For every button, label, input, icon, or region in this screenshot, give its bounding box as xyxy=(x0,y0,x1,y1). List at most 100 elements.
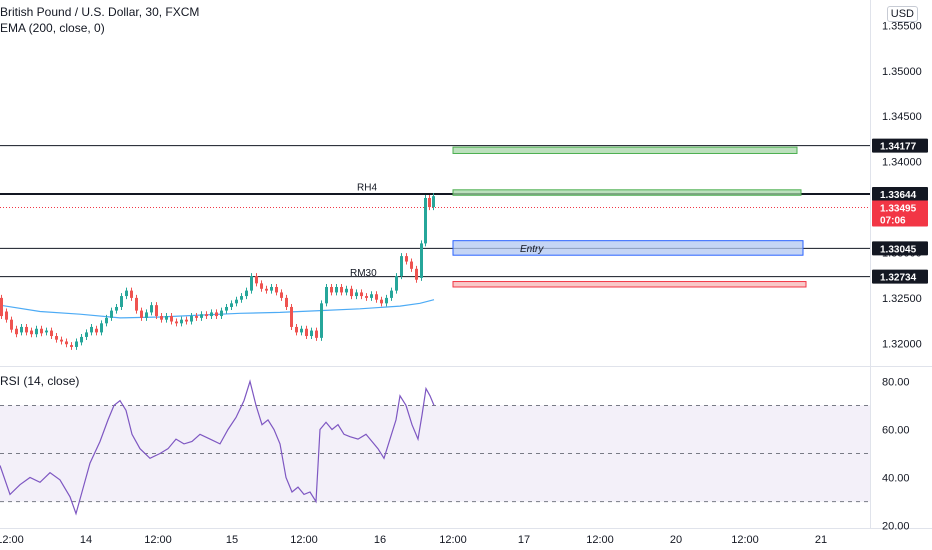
candle-body xyxy=(210,312,213,317)
candle-body xyxy=(5,311,8,320)
candle-body xyxy=(270,286,273,291)
candle-body xyxy=(190,316,193,322)
candle-body xyxy=(95,328,98,333)
candle-body xyxy=(240,296,243,300)
candle-body xyxy=(105,317,108,324)
candle-body xyxy=(135,297,138,311)
candle-body xyxy=(235,299,238,304)
candle-body xyxy=(385,297,388,304)
current-price-badge xyxy=(872,200,928,227)
candle-body xyxy=(275,286,278,293)
candle-body xyxy=(115,306,118,311)
rsi-y-tick-label: 40.00 xyxy=(882,473,910,485)
level-label-bg xyxy=(872,138,928,153)
candle-body xyxy=(160,316,163,320)
x-tick-label: 12:00 xyxy=(0,534,24,546)
candle-body xyxy=(25,326,28,333)
candle-body xyxy=(230,303,233,307)
candle-body xyxy=(400,256,403,277)
candle-body xyxy=(70,345,73,347)
candle-body xyxy=(10,319,13,330)
level-label-bg xyxy=(872,241,928,256)
candle-body xyxy=(355,292,358,297)
rsi-y-tick-label: 20.00 xyxy=(882,521,910,533)
stop-zone xyxy=(452,281,807,288)
entry-zone-label: Entry xyxy=(520,244,544,255)
level-label: 1.34177 xyxy=(880,142,917,153)
candle-body xyxy=(380,299,383,304)
candle-body xyxy=(360,292,363,297)
candle-body xyxy=(265,288,268,291)
candle-body xyxy=(410,261,413,269)
countdown-label: 07:06 xyxy=(880,216,906,227)
candle-body xyxy=(432,196,435,208)
y-tick-label: 1.32500 xyxy=(882,293,922,305)
rsi-line xyxy=(0,379,435,516)
currency-button[interactable]: USD xyxy=(886,6,918,22)
candle-body xyxy=(365,296,368,298)
candle-body xyxy=(90,326,93,333)
candle-body xyxy=(145,312,148,318)
annotation-rh4: RH4 xyxy=(357,183,377,194)
level-label-bg xyxy=(872,269,928,284)
candle-body xyxy=(424,197,427,244)
candle-body xyxy=(120,296,123,307)
x-tick-label: 12:00 xyxy=(144,534,172,546)
candle-body xyxy=(150,305,153,313)
x-tick-label: 21 xyxy=(815,534,827,546)
candle-body xyxy=(285,297,288,307)
candle-body xyxy=(225,306,228,311)
level-label: 1.33045 xyxy=(880,244,917,255)
rsi-y-tick-label: 60.00 xyxy=(882,424,910,436)
candle-body xyxy=(335,286,338,293)
candle-body xyxy=(428,197,431,208)
candle-body xyxy=(390,290,393,298)
candle-body xyxy=(255,276,258,284)
candle-body xyxy=(45,330,48,333)
entry-zone xyxy=(452,240,804,256)
ema-line xyxy=(0,299,435,319)
y-tick-label: 1.34500 xyxy=(882,111,922,123)
current-price-label: 1.33495 xyxy=(880,204,917,215)
candle-body xyxy=(345,288,348,293)
candle-body xyxy=(0,297,3,317)
candle-body xyxy=(35,328,38,335)
candle-body xyxy=(415,268,418,280)
y-tick-label: 1.32000 xyxy=(882,338,922,350)
chart-title: British Pound / U.S. Dollar, 30, FXCM xyxy=(0,5,200,19)
candle-body xyxy=(280,292,283,298)
candle-body xyxy=(195,316,198,318)
candle-body xyxy=(65,341,68,345)
candle-body xyxy=(80,336,83,343)
candle-body xyxy=(340,286,343,293)
y-tick-label: 1.35500 xyxy=(882,20,922,32)
candle-body xyxy=(370,294,373,298)
candle-body xyxy=(60,339,63,342)
candle-body xyxy=(15,328,18,335)
candle-body xyxy=(260,283,263,289)
rsi-indicator-label: RSI (14, close) xyxy=(0,374,80,388)
target-zone xyxy=(452,189,802,196)
candle-body xyxy=(180,319,183,324)
candle-body xyxy=(305,328,308,337)
x-tick-label: 20 xyxy=(670,534,682,546)
level-label-bg xyxy=(872,186,928,201)
candle-body xyxy=(205,314,208,317)
x-tick-label: 14 xyxy=(80,534,92,546)
candle-body xyxy=(395,276,398,291)
candle-body xyxy=(170,316,173,322)
x-tick-label: 12:00 xyxy=(586,534,614,546)
candle-body xyxy=(245,290,248,297)
candle-body xyxy=(75,341,78,347)
candle-body xyxy=(325,286,328,304)
candle-body xyxy=(55,336,58,340)
candle-body xyxy=(20,326,23,333)
candle-body xyxy=(420,243,423,278)
candle-body xyxy=(315,330,318,338)
candle-body xyxy=(30,330,33,335)
candle-body xyxy=(310,330,313,337)
candle-body xyxy=(350,288,353,297)
candle-body xyxy=(375,294,378,300)
annotation-rm30: RM30 xyxy=(350,268,377,279)
